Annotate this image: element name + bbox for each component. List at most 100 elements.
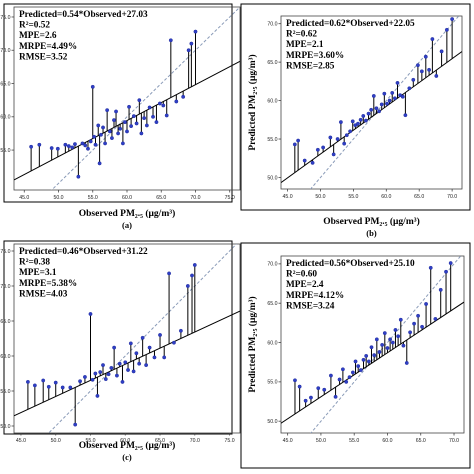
chart-panel-b: 45.0 50.0 55.0 60.0 65.0 70.0 50.0 55.0 60.0 65.0… [240, 3, 471, 238]
data-point [90, 377, 95, 382]
panel-label: (a) [122, 220, 132, 230]
data-point [137, 98, 142, 103]
chart-panel-a: 45.0 50.0 55.0 60.0 65.0 70.0 75.0 55.0 60.0 65.0… [0, 3, 241, 230]
stat-line: MRPE=4.49% [19, 42, 77, 52]
data-point [186, 48, 191, 53]
data-point [411, 77, 416, 82]
data-point [97, 161, 102, 166]
data-point [444, 27, 449, 32]
data-point [398, 317, 403, 322]
data-point [321, 145, 326, 150]
x-tick-label: 50.0 [316, 438, 326, 444]
data-point [353, 359, 358, 364]
data-point [76, 174, 81, 179]
y-tick-label: 65.0 [0, 319, 10, 325]
data-point [433, 317, 438, 321]
data-point [303, 398, 308, 403]
data-point [106, 372, 111, 377]
data-point [408, 330, 412, 335]
data-point [371, 94, 376, 98]
data-point [88, 312, 93, 316]
data-point [416, 313, 420, 318]
data-point [385, 101, 389, 106]
data-point [142, 116, 147, 121]
data-point [412, 321, 416, 326]
data-point [172, 340, 176, 345]
data-point [396, 334, 401, 339]
data-point [424, 302, 428, 306]
data-point [380, 342, 385, 347]
data-point [316, 386, 321, 391]
y-tick-label: 70.0 [0, 48, 10, 54]
data-point [123, 360, 128, 365]
plot-area [280, 15, 463, 190]
data-point [427, 67, 431, 72]
data-point [103, 141, 107, 146]
x-tick-label: 65.0 [414, 194, 424, 200]
data-point [116, 131, 120, 136]
data-point [137, 361, 142, 366]
y-axis-label: Predicted PM₂.₅ (μg/m³) [247, 54, 258, 150]
data-point [333, 394, 338, 399]
data-point [112, 118, 116, 123]
data-point [387, 98, 392, 103]
data-point [53, 380, 58, 385]
data-point [73, 422, 78, 427]
data-point [382, 331, 387, 335]
data-point [41, 378, 46, 383]
stat-line: R²=0.52 [19, 21, 50, 31]
data-point [315, 147, 320, 152]
x-tick-label: 70.0 [447, 194, 457, 200]
y-tick-label: 65.0 [0, 81, 10, 87]
data-point [68, 385, 73, 390]
data-point [26, 379, 30, 384]
regression-line [281, 301, 464, 424]
data-point [364, 354, 369, 358]
x-tick-label: 60.0 [381, 194, 391, 200]
data-point [364, 118, 368, 123]
data-point [123, 120, 127, 125]
data-point [390, 340, 395, 345]
x-tick-label: 45.0 [283, 194, 293, 200]
x-tick-label: 75.0 [225, 438, 235, 444]
data-point [110, 136, 114, 140]
data-point [329, 373, 333, 378]
data-point [131, 114, 136, 119]
data-point [310, 160, 315, 165]
y-tick-label: 65.0 [267, 60, 277, 66]
data-point [374, 337, 379, 342]
data-point [347, 375, 352, 380]
stat-line: MPE=2.1 [286, 40, 324, 50]
data-point [117, 361, 122, 366]
y-axis-label: Predicted PM₂.₅ (μg/m³) [247, 296, 258, 392]
x-tick-label: 65.0 [156, 195, 166, 201]
x-axis-label: Observed PM₂.₅ (μg/m³) [79, 440, 176, 451]
data-point [444, 269, 448, 274]
data-point [292, 142, 297, 147]
data-point [83, 375, 87, 379]
y-tick-label: 70.0 [267, 21, 277, 27]
panel-label: (b) [366, 228, 377, 238]
data-point [372, 353, 377, 358]
x-tick-label: 70.0 [449, 438, 459, 444]
data-point [342, 141, 347, 146]
data-point [140, 335, 145, 340]
data-point [161, 103, 166, 108]
y-tick-label: 75.0 [0, 15, 10, 21]
data-point [344, 379, 349, 384]
stat-line: MPE=3.1 [19, 268, 57, 278]
data-point [344, 133, 349, 138]
data-point [29, 144, 34, 149]
data-point [151, 114, 155, 119]
data-point [92, 134, 97, 139]
data-point [369, 107, 374, 112]
data-point [296, 138, 301, 143]
data-point [70, 145, 75, 150]
data-point [322, 387, 327, 392]
data-point [120, 379, 125, 384]
plot-content [281, 256, 464, 433]
x-tick-label: 50.0 [315, 194, 325, 200]
data-point [401, 343, 406, 348]
x-tick-label: 65.0 [416, 438, 426, 444]
